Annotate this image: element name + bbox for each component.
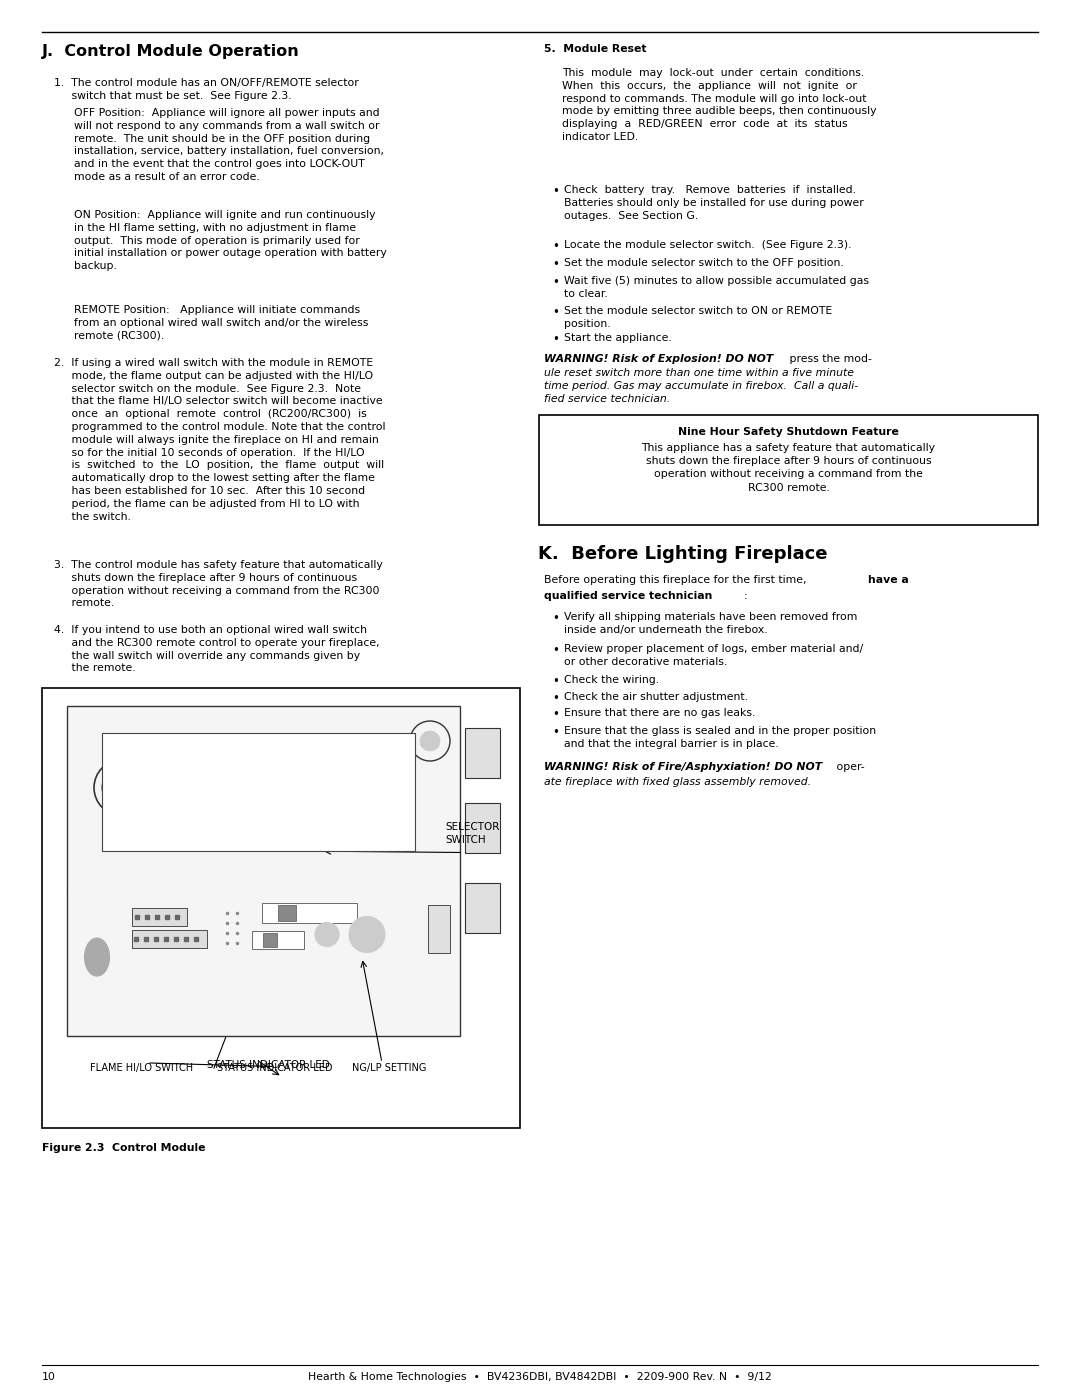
- Text: have a: have a: [868, 576, 908, 585]
- Text: Locate the module selector switch.  (See Figure 2.3).: Locate the module selector switch. (See …: [564, 240, 851, 250]
- Circle shape: [315, 922, 339, 947]
- Text: Set the module selector switch to ON or REMOTE
position.: Set the module selector switch to ON or …: [564, 306, 833, 328]
- Text: NG: NG: [362, 932, 373, 937]
- Text: •: •: [552, 332, 558, 346]
- Bar: [102, 733, 415, 851]
- Text: FLAME HI/LO SWITCH: FLAME HI/LO SWITCH: [90, 1063, 193, 1073]
- Text: oper-: oper-: [833, 761, 865, 773]
- Text: Check  battery  tray.   Remove  batteries  if  installed.
Batteries should only : Check battery tray. Remove batteries if …: [564, 184, 864, 221]
- Circle shape: [420, 731, 440, 752]
- Text: •: •: [552, 708, 558, 721]
- Text: Start the appliance.: Start the appliance.: [564, 332, 672, 344]
- Text: 2.  If using a wired wall switch with the module in REMOTE
     mode, the flame : 2. If using a wired wall switch with the…: [54, 358, 386, 521]
- Bar: [465, 803, 500, 854]
- Text: OFF: OFF: [264, 915, 279, 923]
- Text: US: US: [124, 819, 134, 824]
- Bar: [278, 904, 296, 921]
- Text: J.  Control Module Operation: J. Control Module Operation: [42, 43, 300, 59]
- Text: ate fireplace with fixed glass assembly removed.: ate fireplace with fixed glass assembly …: [544, 777, 811, 787]
- Text: •: •: [552, 612, 558, 624]
- Text: SELECTOR
SWITCH: SELECTOR SWITCH: [445, 823, 499, 845]
- Bar: [465, 883, 500, 933]
- Bar: [465, 728, 500, 778]
- Text: Nine Hour Safety Shutdown Feature: Nine Hour Safety Shutdown Feature: [678, 427, 899, 437]
- Ellipse shape: [84, 937, 109, 977]
- Circle shape: [349, 916, 384, 953]
- Text: REMOTE: REMOTE: [297, 905, 329, 915]
- Text: •: •: [552, 240, 558, 253]
- Bar: [428, 904, 450, 953]
- Bar: [262, 902, 357, 922]
- Text: This  module  may  lock-out  under  certain  conditions.
When  this  occurs,  th: This module may lock-out under certain c…: [562, 68, 877, 142]
- Bar: [67, 705, 460, 1037]
- Text: •: •: [552, 277, 558, 289]
- Text: OFF Position:  Appliance will ignore all power inputs and
will not respond to an: OFF Position: Appliance will ignore all …: [75, 108, 384, 182]
- Text: Set the module selector switch to the OFF position.: Set the module selector switch to the OF…: [564, 258, 843, 268]
- Text: C: C: [114, 819, 119, 824]
- Text: This appliance has a safety feature that automatically
shuts down the fireplace : This appliance has a safety feature that…: [642, 443, 935, 493]
- Text: STATUS INDICATOR LED: STATUS INDICATOR LED: [207, 1060, 329, 1070]
- Bar: [132, 929, 207, 947]
- Text: REMOTE Position:   Appliance will initiate commands
from an optional wired wall : REMOTE Position: Appliance will initiate…: [75, 305, 368, 341]
- Text: Check the wiring.: Check the wiring.: [564, 675, 659, 685]
- Text: 5.  Module Reset: 5. Module Reset: [544, 43, 647, 54]
- Text: •: •: [552, 644, 558, 657]
- Text: Hearth & Home Technologies  •  BV4236DBI, BV4842DBI  •  2209-900 Rev. N  •  9/12: Hearth & Home Technologies • BV4236DBI, …: [308, 1372, 772, 1382]
- Text: Before operating this fireplace for the first time,: Before operating this fireplace for the …: [544, 576, 810, 585]
- Text: •: •: [552, 306, 558, 319]
- Bar: [539, 415, 1038, 525]
- Text: STATUS INDICATOR LED: STATUS INDICATOR LED: [217, 1063, 333, 1073]
- Text: 10: 10: [42, 1372, 56, 1382]
- Text: ON: ON: [264, 905, 275, 915]
- Text: 3.  The control module has safety feature that automatically
     shuts down the: 3. The control module has safety feature…: [54, 560, 382, 609]
- Text: Figure 2.3  Control Module: Figure 2.3 Control Module: [42, 1143, 205, 1153]
- Text: :: :: [744, 591, 747, 601]
- Text: UP: UP: [322, 908, 333, 916]
- Text: LOW: LOW: [272, 933, 289, 943]
- Text: Verify all shipping materials have been removed from
inside and/or underneath th: Verify all shipping materials have been …: [564, 612, 858, 634]
- Text: 4.  If you intend to use both an optional wired wall switch
     and the RC300 r: 4. If you intend to use both an optional…: [54, 624, 380, 673]
- Text: Review proper placement of logs, ember material and/
or other decorative materia: Review proper placement of logs, ember m…: [564, 644, 863, 666]
- Text: •: •: [552, 692, 558, 705]
- Text: •: •: [552, 726, 558, 739]
- Bar: [132, 908, 187, 925]
- Text: Wait five (5) minutes to allow possible accumulated gas
to clear.: Wait five (5) minutes to allow possible …: [564, 277, 869, 299]
- Text: SE: SE: [116, 788, 129, 798]
- Bar: [252, 930, 303, 949]
- Text: Ensure that there are no gas leaks.: Ensure that there are no gas leaks.: [564, 708, 755, 718]
- Text: Ensure that the glass is sealed and in the proper position
and that the integral: Ensure that the glass is sealed and in t…: [564, 726, 876, 749]
- Text: •: •: [552, 258, 558, 271]
- Text: •: •: [552, 675, 558, 687]
- Text: WARNING! Risk of Explosion! DO NOT: WARNING! Risk of Explosion! DO NOT: [544, 353, 773, 365]
- Text: Check the air shutter adjustment.: Check the air shutter adjustment.: [564, 692, 748, 703]
- Text: ON Position:  Appliance will ignite and run continuously
in the HI flame setting: ON Position: Appliance will ignite and r…: [75, 210, 387, 271]
- Text: HI: HI: [254, 933, 262, 943]
- Bar: [42, 687, 519, 1127]
- Text: qualified service technician: qualified service technician: [544, 591, 713, 601]
- Text: •: •: [552, 184, 558, 198]
- Text: 1.  The control module has an ON/OFF/REMOTE selector
     switch that must be se: 1. The control module has an ON/OFF/REMO…: [54, 78, 359, 101]
- Text: LP: LP: [323, 932, 330, 937]
- Bar: [264, 933, 276, 947]
- Text: press the mod-: press the mod-: [786, 353, 872, 365]
- Text: WARNING! Risk of Fire/Asphyxiation! DO NOT: WARNING! Risk of Fire/Asphyxiation! DO N…: [544, 761, 822, 773]
- Text: ule reset switch more than one time within a five minute
time period. Gas may ac: ule reset switch more than one time with…: [544, 367, 859, 404]
- Text: NG/LP SETTING: NG/LP SETTING: [352, 1063, 427, 1073]
- Text: K.  Before Lighting Fireplace: K. Before Lighting Fireplace: [538, 545, 827, 563]
